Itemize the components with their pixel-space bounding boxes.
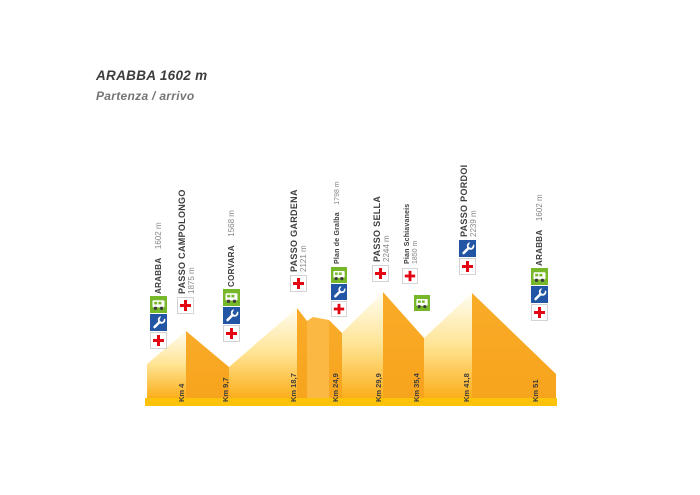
medical-icon — [290, 275, 307, 292]
station-passo-pordoi: PASSO PORDOI 2239 m — [459, 165, 478, 275]
descent-slope-pordoi — [472, 293, 556, 398]
km-marker: Km 51 — [531, 379, 540, 402]
station-passo-sella: PASSO SELLA 2244 m — [372, 196, 391, 282]
mechanic-icon — [223, 307, 240, 324]
medical-icon — [459, 258, 476, 275]
km-marker: Km 4 — [177, 383, 186, 402]
medical-icon — [531, 304, 548, 321]
station-altitude: 1850 m — [412, 240, 419, 264]
ascent-slope-sella — [342, 292, 383, 398]
station-arabba-start: ARABBA 1602 m — [148, 222, 167, 349]
svg-text:Plan de Gralba 1798 m: Plan de Gralba 1798 m — [326, 181, 343, 264]
station-altitude: 2239 m — [469, 210, 478, 237]
baseline-strip — [145, 398, 557, 406]
station-passo-campolongo: PASSO CAMPOLONGO 1875 m — [177, 189, 196, 314]
refreshment-icon — [331, 267, 347, 283]
station-altitude: 1602 m — [535, 194, 544, 221]
refreshment-icon — [223, 289, 240, 306]
descent-slope-campolongo — [186, 331, 229, 398]
medical-icon — [402, 268, 418, 284]
station-passo-gardena: PASSO GARDENA 2121 m — [289, 189, 308, 292]
km-markers: Km 4 Km 9,7 Km 18,7 Km 24,9 Km 29,9 Km 3… — [177, 372, 540, 402]
svg-text:ARABBA 1602 m: ARABBA 1602 m — [148, 222, 165, 294]
ascent-slope-gardena — [229, 308, 297, 398]
medical-icon — [223, 325, 240, 342]
page-header: ARABBA 1602 m Partenza / arrivo — [96, 68, 207, 103]
mechanic-icon — [531, 286, 548, 303]
mechanic-icon — [150, 314, 167, 331]
station-altitude: 2121 m — [299, 245, 308, 272]
page-subtitle: Partenza / arrivo — [96, 89, 195, 103]
station-name: PASSO CAMPOLONGO — [177, 189, 187, 294]
mechanic-icon — [459, 240, 476, 257]
km-marker: Km 29,9 — [374, 373, 383, 402]
station-altitude: 2244 m — [382, 235, 391, 262]
km-marker: Km 9,7 — [221, 377, 230, 402]
station-altitude: 1875 m — [187, 267, 196, 294]
station-altitude: 1568 m — [227, 210, 236, 237]
station-altitude: 1602 m — [154, 222, 163, 249]
ascent-slope-pordoi — [424, 293, 472, 398]
station-name: PASSO PORDOI — [459, 165, 469, 237]
refreshment-icon — [414, 295, 430, 311]
descent-slope-sella — [383, 292, 424, 398]
svg-text:ARABBA 1602 m: ARABBA 1602 m — [529, 194, 546, 266]
mountain-profile — [145, 292, 557, 406]
station-name: ARABBA — [154, 258, 163, 294]
refreshment-icon — [150, 296, 167, 313]
station-name: CORVARA — [227, 245, 236, 287]
station-name: ARABBA — [535, 230, 544, 266]
station-corvara: CORVARA 1568 m — [221, 210, 240, 342]
km-marker: Km 35,4 — [412, 372, 421, 402]
ascent-slope-campolongo — [147, 331, 186, 398]
station-pian-schiavaneis: Pian Schiavaneis 1850 m — [402, 204, 430, 311]
station-arabba-finish: ARABBA 1602 m — [529, 194, 548, 321]
medical-icon — [177, 297, 194, 314]
station-plan-de-gralba: Plan de Gralba 1798 m — [326, 181, 347, 317]
km-marker: Km 41,8 — [462, 373, 471, 402]
page-title: ARABBA 1602 m — [96, 68, 208, 83]
station-altitude: 1798 m — [334, 181, 341, 205]
km-marker: Km 18,7 — [289, 373, 298, 402]
station-name: PASSO GARDENA — [289, 189, 299, 272]
station-name: Plan de Gralba — [334, 212, 341, 264]
descent-slope-plan-de-gralba — [329, 320, 342, 398]
shoulder-plan-de-gralba — [307, 317, 329, 398]
refreshment-icon — [531, 268, 548, 285]
descent-slope-gardena — [297, 308, 307, 398]
station-name: Pian Schiavaneis — [404, 204, 411, 264]
medical-icon — [331, 301, 347, 317]
svg-text:CORVARA 1568 m: CORVARA 1568 m — [221, 210, 238, 287]
medical-icon — [372, 265, 389, 282]
station-name: PASSO SELLA — [372, 196, 382, 262]
medical-icon — [150, 332, 167, 349]
mechanic-icon — [331, 284, 347, 300]
km-marker: Km 24,9 — [331, 373, 340, 402]
